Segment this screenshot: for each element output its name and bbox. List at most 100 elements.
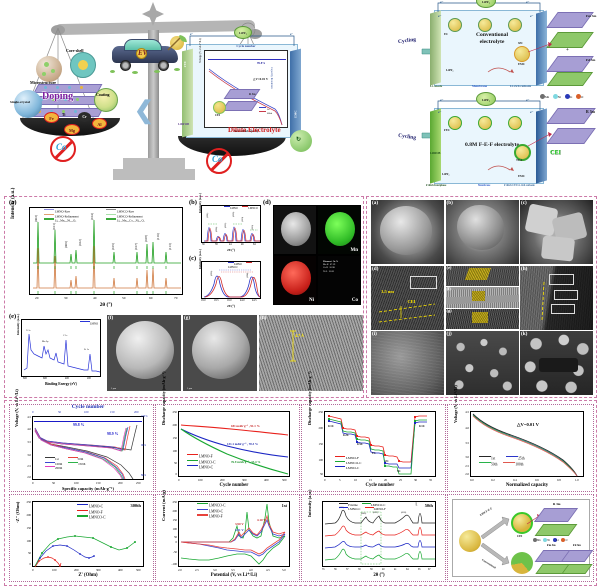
lipf6-label: LiPF₆	[442, 172, 450, 176]
doping-label: Doping	[42, 91, 74, 102]
panel-f-label: (f)	[108, 315, 114, 321]
xrd50-legend: Pristine LMNCO-C LMNO-C LMNO-F	[339, 503, 386, 511]
eis-plot-area: 300th	[32, 501, 144, 568]
microstructure-particle-icon	[36, 56, 62, 82]
eds-grid: Mn Ni Element At.% Mn K 67.19 Co K 16.98…	[273, 205, 361, 305]
left-chevron-icon: ❮	[134, 98, 155, 124]
panel-a-legend: LMNO-Raw LMNO-Refinement Li₁.₂Mn₀.₆Ni₀.₂…	[44, 209, 79, 223]
tick-label: 100%	[141, 415, 148, 418]
cathode-particle	[448, 18, 462, 32]
panel-e-legend: LMNO	[79, 321, 98, 326]
hkl-label: (107)	[134, 243, 138, 250]
tick-label: 35	[322, 568, 325, 571]
cei-highlight-label: CEI	[550, 150, 561, 156]
panel-a-xrd: (a) Intensity (a.u.) LMNO-Raw LMNO-Refin…	[9, 188, 187, 311]
electron-label: e⁻	[526, 98, 530, 102]
rate-plot-area: 0.1C 0.2C 0.5C 1C 2C 5C 0.1C LMNO-F LMNC…	[324, 411, 436, 477]
legend-item: LMNCO-C	[88, 515, 106, 520]
norm-plot-area: △V=0.01 V 1st 25th 50th 100th	[470, 411, 584, 477]
tick-label: 64	[406, 568, 409, 571]
atom-dot	[44, 86, 47, 89]
phase-fm3m-label: Fm 3m	[547, 544, 556, 547]
hkl-label: (003)	[210, 270, 213, 276]
electron-label-left: e⁻	[190, 32, 194, 36]
hkl-label: (003)	[34, 215, 38, 222]
speckle	[42, 72, 46, 76]
atom-legend-o: O	[581, 95, 584, 99]
tem-cell-label: (k)	[521, 331, 528, 337]
emc-label: EMC	[518, 62, 525, 66]
panel-d-label: (d)	[263, 199, 271, 206]
tick-label: 40	[93, 296, 97, 300]
legend-item: LMNCO-C	[370, 503, 386, 508]
eds-map-co: Element At.% Mn K 67.19 Co K 16.98 Ni L …	[318, 256, 360, 304]
tick-label: 44	[229, 243, 232, 246]
tick-label: 600	[43, 377, 47, 380]
tick-label: 30	[64, 296, 68, 300]
tem-cell-j: (j)	[445, 331, 519, 395]
panel-g-sem: (g) 1 μm	[183, 315, 257, 391]
li-rich-cathode-label: Li-rich cathode	[510, 84, 531, 88]
cyc-annotation-1: 181 mAh·g⁻¹ , 91.1 %	[231, 424, 260, 428]
eds-th: At.%	[332, 260, 339, 263]
atom-dot	[68, 86, 71, 89]
eis-legend: LMNO-C LMNO-F LMNCO-C	[77, 504, 105, 521]
mechanism-inner-box: 0.8M F-E-F Conventional CEI R 3m Fm 3m +	[452, 499, 594, 577]
atom-legend-li: Li	[569, 95, 573, 99]
tick-label: 38	[358, 568, 361, 571]
cobalt-symbol: Co	[212, 154, 223, 164]
panel-c-label: (c)	[189, 255, 197, 262]
panel-b-xrd-zoom: (b) Intensity (a.u.) LMNO LMNCO (101) (0…	[189, 193, 263, 255]
tem-cell-f: (f)	[445, 287, 519, 308]
electrochemistry-panel-group: Cycle number 0 50 100 150 200 Voltage (V, …	[4, 372, 597, 586]
balance-base-upper	[123, 158, 185, 169]
cycling-label-top: Cycling	[397, 36, 417, 46]
panel-e-xlabel: Binding Energy (eV)	[45, 382, 77, 386]
rate-label: 0.2C	[343, 433, 349, 437]
legend-item: LMNCO-C	[345, 461, 362, 466]
hkl-label: (113)	[251, 224, 254, 230]
legend-item: 1st	[491, 456, 496, 461]
legend-item: LMNO-F	[373, 507, 386, 512]
cei-coated-particle	[478, 116, 492, 130]
cyc-xlabel: Cycle number	[219, 483, 249, 488]
tem-cell-b: (b)	[445, 200, 519, 264]
bottom-cell-caption-left: F-Rich Interphase	[426, 184, 447, 187]
tick-label: 40	[382, 568, 385, 571]
atom-dot	[52, 98, 55, 101]
tem-cell-label: (g)	[446, 308, 452, 313]
panel-h-label: (h)	[260, 315, 267, 321]
tick-label: 400	[65, 377, 69, 380]
leaf-icon	[132, 71, 138, 74]
eds-map-label-co: Co	[351, 298, 358, 303]
cei-label: CEI	[215, 114, 220, 117]
legend-item: Li₁.₂Mn₀.₆Ni₀.₂O₂	[54, 218, 77, 223]
electron-label: e⁻	[526, 0, 530, 4]
panel-mechanism-schematic: 0.8M F-E-F Conventional CEI R 3m Fm 3m +	[447, 494, 594, 582]
li-anode-electrode	[430, 10, 441, 86]
retention-line	[208, 59, 286, 60]
speckle	[44, 62, 49, 67]
tag-core-shell: Core-shell	[66, 48, 84, 53]
hkl-label: (105)	[111, 243, 115, 250]
hkl-label: (113)	[168, 243, 172, 250]
tick-label: 800	[23, 377, 27, 380]
legend-item: LMNO-Raw	[54, 209, 71, 214]
membrane-label: Membrane	[472, 84, 488, 88]
legend-item: LMNO	[89, 322, 98, 326]
eis-xlabel: Z' (Ohm)	[78, 573, 98, 578]
panel-cyclic-voltammetry: Current (mA/g) 1st 3.90 V 3.91 V 4.10 V …	[155, 490, 300, 582]
cei-coated-particle	[448, 116, 462, 130]
panel-e-ylabel: Intensity (a.u.)	[16, 313, 20, 335]
cv-xlabel: Potential (V, vs Li⁺/Li)	[210, 573, 258, 578]
tick-label: 19.0	[227, 299, 232, 302]
tem-cell-h: (h)	[520, 265, 593, 330]
atom-legend-mn: Mn	[537, 539, 541, 542]
ev-badge-label: EV	[138, 49, 148, 57]
legend-item: LMNO	[230, 207, 238, 210]
lattice-fd3m-2	[561, 564, 593, 574]
legend-item: Li₁.₂Mn₀.₆Co₀.₁Ni₀.₁O₂	[116, 218, 145, 223]
delta-v-annotation: △V=0.01 V	[253, 77, 269, 81]
atom-dot	[80, 86, 83, 89]
eds-td: Mn K	[323, 263, 329, 267]
